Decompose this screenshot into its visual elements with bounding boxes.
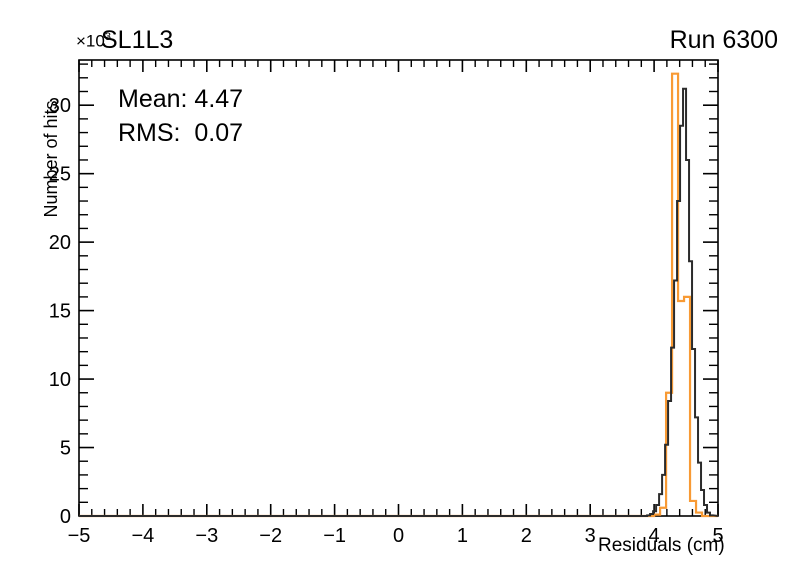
data-series bbox=[79, 72, 719, 518]
y-tick-label: 0 bbox=[60, 506, 71, 528]
x-tick-label: 4 bbox=[649, 525, 660, 547]
x-tick-label: −3 bbox=[195, 525, 218, 547]
x-tick-label: −5 bbox=[68, 525, 91, 547]
x-tick-label: 1 bbox=[457, 525, 468, 547]
stats-mean: Mean: 4.47 bbox=[118, 85, 244, 113]
x-axis-title: Residuals (cm) bbox=[598, 535, 725, 556]
y-tick-label: 5 bbox=[60, 438, 71, 460]
y-tick-label: 30 bbox=[49, 95, 71, 117]
stats-rms: RMS: 0.07 bbox=[118, 119, 244, 147]
x-tick-label: 5 bbox=[712, 525, 723, 547]
stats-box: Mean: 4.47 RMS: 0.07 bbox=[118, 82, 243, 150]
x-tick-label: 0 bbox=[393, 525, 404, 547]
x-tick-label: −4 bbox=[131, 525, 154, 547]
page-title: SL1L3 bbox=[101, 26, 174, 54]
x-tick-label: 2 bbox=[521, 525, 532, 547]
x-tick-label: 3 bbox=[585, 525, 596, 547]
x-tick-label: −1 bbox=[323, 525, 346, 547]
y-tick-label: 25 bbox=[49, 164, 71, 186]
series-dark-histogram bbox=[79, 87, 719, 517]
y-tick-label: 10 bbox=[49, 369, 71, 391]
y-tick-label: 20 bbox=[49, 232, 71, 254]
y-axis-title: Number of hits bbox=[41, 100, 61, 218]
y-axis-exponent: ×103 bbox=[76, 31, 111, 51]
run-label: Run 6300 bbox=[669, 26, 778, 54]
y-tick-label: 15 bbox=[49, 301, 71, 323]
axis-ticks: −5 −4 −3 −2 −1 0 1 2 3 4 5 0 5 10 15 20 25 30 bbox=[49, 60, 724, 547]
x-tick-label: −2 bbox=[259, 525, 282, 547]
